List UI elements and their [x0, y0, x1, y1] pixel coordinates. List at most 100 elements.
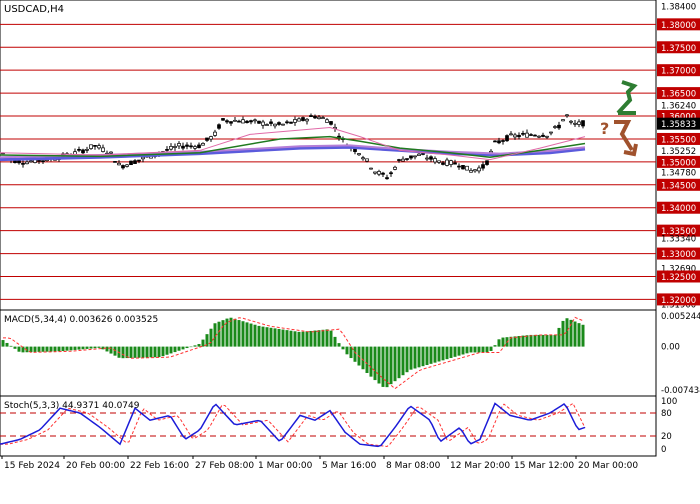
candle-body — [249, 120, 253, 123]
macd-bar — [185, 346, 189, 349]
macd-bar — [305, 331, 309, 347]
macd-bar — [169, 346, 173, 354]
candle-body — [165, 149, 169, 151]
macd-bar — [5, 342, 9, 347]
macd-bar — [425, 346, 429, 365]
macd-bar — [345, 346, 349, 355]
time-tick-label: 27 Feb 08:00 — [195, 461, 254, 471]
macd-label: MACD(5,34,4) 0.003626 0.003525 — [4, 315, 158, 325]
forecast-up-arrow-icon — [616, 80, 638, 115]
candle-body — [457, 165, 461, 168]
candle-body — [309, 115, 313, 117]
candle-body — [449, 160, 453, 165]
candle-body — [361, 157, 365, 160]
time-tick-label: 12 Mar 20:00 — [450, 461, 510, 471]
stoch-tick-label: 100 — [661, 397, 677, 407]
candle-body — [201, 143, 205, 146]
price-tick-label: 1.35833 — [661, 120, 696, 130]
macd-bar — [201, 339, 205, 347]
macd-bar — [513, 336, 517, 347]
level-price-box — [657, 132, 700, 145]
macd-bar — [165, 346, 169, 355]
price-panel[interactable]: USDCAD,H4 ? — [0, 0, 657, 311]
stoch-axis: 100 80 20 0 — [661, 397, 677, 455]
macd-bar — [181, 346, 185, 350]
candle-body — [485, 160, 489, 165]
candle-body — [25, 161, 29, 165]
macd-bar — [433, 346, 437, 363]
candle-body — [117, 162, 121, 166]
candle-body — [437, 160, 441, 163]
macd-bar — [557, 327, 561, 347]
macd-bar — [93, 346, 97, 349]
macd-bar — [401, 346, 405, 376]
candle-body — [577, 121, 581, 125]
level-price-box — [657, 247, 700, 260]
forecast-down-arrow-icon — [614, 120, 638, 157]
macd-bar — [237, 320, 241, 347]
macd-bar — [325, 329, 329, 347]
candle-body — [233, 119, 237, 122]
macd-bar — [545, 334, 549, 347]
macd-bar — [533, 334, 537, 347]
macd-bar — [509, 336, 513, 347]
macd-bar — [541, 334, 545, 347]
macd-bar — [149, 346, 153, 358]
candle-body — [325, 119, 329, 123]
candle-body — [521, 132, 525, 135]
time-tick-label: 15 Mar 12:00 — [514, 461, 574, 471]
candle-body — [473, 169, 477, 172]
macd-bar — [257, 325, 261, 347]
candle-body — [93, 145, 97, 147]
candle-body — [421, 153, 425, 155]
candle-body — [329, 121, 333, 125]
candle-body — [253, 119, 257, 122]
macd-bar — [61, 346, 65, 352]
candle-body — [185, 144, 189, 147]
macd-bar — [173, 346, 177, 353]
level-price-box — [657, 41, 700, 54]
candle-body — [557, 124, 561, 129]
candle-body — [353, 148, 357, 152]
price-tick-label: 1.31900 — [661, 301, 696, 311]
candle-body — [381, 172, 385, 175]
stoch-signal-line — [0, 402, 586, 448]
time-tick-label: 20 Feb 00:00 — [66, 461, 125, 471]
macd-bar — [349, 346, 353, 359]
candle-body — [21, 163, 25, 165]
candle-body — [553, 126, 557, 128]
price-tick-label: 1.38400 — [661, 3, 696, 13]
macd-bar — [581, 324, 585, 347]
macd-bar — [177, 346, 181, 351]
candle-body — [365, 158, 369, 162]
stoch-panel[interactable]: Stoch(5,3,3) 44.9371 40.0749 — [0, 395, 657, 457]
macd-bar — [385, 346, 389, 388]
macd-bar — [561, 320, 565, 347]
candle-body — [173, 146, 177, 148]
candle-body — [541, 134, 545, 137]
candle-body — [525, 132, 529, 138]
macd-bar — [213, 323, 217, 347]
macd-bar — [337, 343, 341, 347]
candle-body — [569, 120, 573, 123]
price-tick-label: 1.35252 — [661, 147, 696, 157]
level-price-box — [657, 155, 700, 168]
macd-bar — [277, 328, 281, 347]
level-price-box — [657, 201, 700, 214]
candle-body — [405, 158, 409, 160]
candle-body — [189, 145, 193, 148]
macd-bar — [141, 346, 145, 358]
macd-panel[interactable]: MACD(5,34,4) 0.003626 0.003525 — [0, 309, 657, 397]
level-price-box — [657, 64, 700, 77]
macd-tick-label: 0.00 — [661, 343, 680, 353]
candle-body — [113, 161, 117, 163]
candle-body — [581, 120, 585, 127]
candle-body — [197, 144, 201, 149]
macd-histogram — [1, 317, 585, 388]
macd-bar — [249, 323, 253, 347]
candle-body — [385, 177, 389, 180]
candle-body — [417, 153, 421, 156]
time-tick-label: 1 Mar 00:00 — [258, 461, 313, 471]
candle-body — [429, 156, 433, 160]
